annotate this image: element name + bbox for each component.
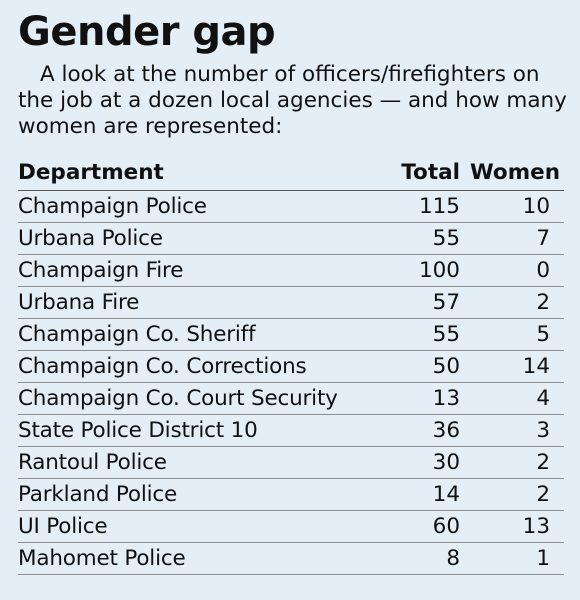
department-cell: Rantoul Police bbox=[18, 446, 388, 479]
total-cell: 57 bbox=[388, 286, 460, 319]
department-cell: Parkland Police bbox=[18, 478, 388, 511]
table-row: Parkland Police 14 2 bbox=[18, 478, 564, 511]
table-row: Champaign Co. Sheriff 55 5 bbox=[18, 318, 564, 351]
column-header-women: Women bbox=[460, 156, 564, 191]
department-cell: Champaign Police bbox=[18, 190, 388, 223]
total-cell: 8 bbox=[388, 542, 460, 575]
women-cell: 13 bbox=[460, 510, 564, 543]
total-cell: 36 bbox=[388, 414, 460, 447]
department-cell: Mahomet Police bbox=[18, 542, 388, 575]
women-cell: 2 bbox=[460, 286, 564, 319]
table-row: Champaign Police 115 10 bbox=[18, 190, 564, 223]
department-cell: Urbana Police bbox=[18, 222, 388, 255]
women-cell: 2 bbox=[460, 478, 564, 511]
table-row: Champaign Co. Corrections 50 14 bbox=[18, 350, 564, 383]
table-row: Champaign Fire 100 0 bbox=[18, 254, 564, 287]
women-cell: 3 bbox=[460, 414, 564, 447]
women-cell: 4 bbox=[460, 382, 564, 415]
women-cell: 1 bbox=[460, 542, 564, 575]
department-cell: Champaign Co. Corrections bbox=[18, 350, 388, 383]
table-row: Champaign Co. Court Security 13 4 bbox=[18, 382, 564, 415]
table-header-row: Department Total Women bbox=[18, 156, 564, 191]
total-cell: 55 bbox=[388, 222, 460, 255]
total-cell: 60 bbox=[388, 510, 460, 543]
women-cell: 7 bbox=[460, 222, 564, 255]
department-cell: Champaign Fire bbox=[18, 254, 388, 287]
total-cell: 30 bbox=[388, 446, 460, 479]
table-row: State Police District 10 36 3 bbox=[18, 414, 564, 447]
women-cell: 2 bbox=[460, 446, 564, 479]
total-cell: 55 bbox=[388, 318, 460, 351]
column-header-total: Total bbox=[388, 156, 460, 191]
table-row: Urbana Fire 57 2 bbox=[18, 286, 564, 319]
total-cell: 13 bbox=[388, 382, 460, 415]
total-cell: 14 bbox=[388, 478, 460, 511]
chart-subtitle: A look at the number of officers/firefig… bbox=[18, 62, 567, 139]
women-cell: 5 bbox=[460, 318, 564, 351]
women-cell: 14 bbox=[460, 350, 564, 383]
department-cell: Champaign Co. Sheriff bbox=[18, 318, 388, 351]
women-cell: 10 bbox=[460, 190, 564, 223]
department-cell: Champaign Co. Court Security bbox=[18, 382, 388, 415]
total-cell: 115 bbox=[388, 190, 460, 223]
table-row: Urbana Police 55 7 bbox=[18, 222, 564, 255]
total-cell: 100 bbox=[388, 254, 460, 287]
department-cell: UI Police bbox=[18, 510, 388, 543]
women-cell: 0 bbox=[460, 254, 564, 287]
department-cell: Urbana Fire bbox=[18, 286, 388, 319]
column-header-department: Department bbox=[18, 156, 388, 191]
total-cell: 50 bbox=[388, 350, 460, 383]
table-row: Mahomet Police 8 1 bbox=[18, 542, 564, 575]
chart-title: Gender gap bbox=[18, 9, 276, 55]
data-table: Department Total Women Champaign Police 1… bbox=[18, 156, 564, 575]
table-row: Rantoul Police 30 2 bbox=[18, 446, 564, 479]
table-row: UI Police 60 13 bbox=[18, 510, 564, 543]
department-cell: State Police District 10 bbox=[18, 414, 388, 447]
table-body: Champaign Police 115 10 Urbana Police 55 7 Cha… bbox=[18, 190, 564, 575]
